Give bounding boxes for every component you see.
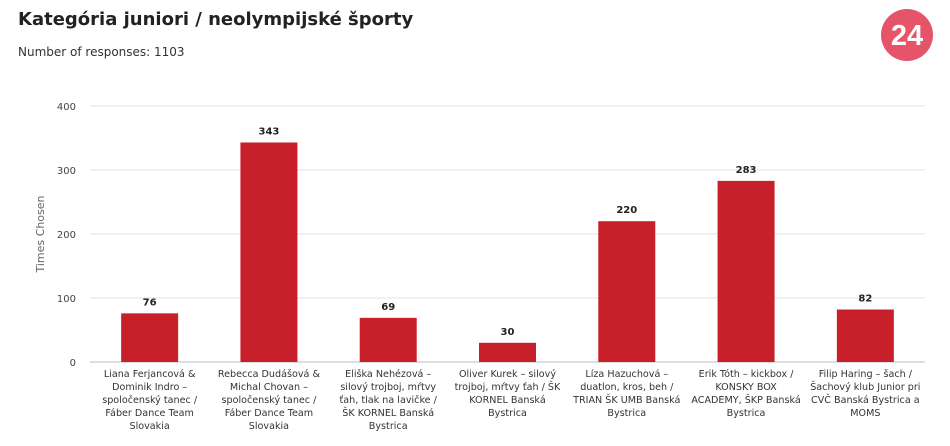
data-label: 283 <box>736 165 757 176</box>
y-axis-label: Times Chosen <box>34 195 47 273</box>
data-labels: 76 343 69 30 220 283 82 <box>143 126 873 337</box>
x-tick-label: Erik Tóth – kickbox / KONSKY BOX ACADEMY… <box>691 369 801 419</box>
data-label: 82 <box>858 294 872 305</box>
logo-text: 24 <box>891 20 923 52</box>
data-label: 69 <box>381 302 395 313</box>
bar[interactable] <box>121 313 179 362</box>
y-tick-label: 100 <box>57 294 76 305</box>
bar[interactable] <box>717 180 775 362</box>
x-tick-label: Liana Ferjancová & Dominik Indro – spolo… <box>102 369 198 432</box>
bar[interactable] <box>598 221 656 362</box>
data-label: 30 <box>501 327 515 338</box>
data-label: 343 <box>258 126 279 137</box>
response-count: Number of responses: 1103 <box>18 45 185 59</box>
data-label: 76 <box>143 297 157 308</box>
bar[interactable] <box>479 342 536 362</box>
bar[interactable] <box>359 317 417 362</box>
y-tick-label: 0 <box>70 358 76 369</box>
y-tick-label: 200 <box>57 230 76 241</box>
x-tick-label: Líza Hazuchová – duatlon, kros, beh / TR… <box>573 369 681 419</box>
bar[interactable] <box>836 309 894 362</box>
data-label: 220 <box>616 205 637 216</box>
chart-title: Kategória juniori / neolympijské športy <box>18 9 414 30</box>
x-tick-label: Oliver Kurek – silový trojboj, mŕtvy ťah… <box>454 369 561 419</box>
x-tick-label: Rebecca Dudášová & Michal Chovan – spolo… <box>217 369 320 432</box>
brand-logo[interactable]: 24 <box>881 9 933 61</box>
x-tick-label: Eliška Nehézová – silový trojboj, mŕtvy … <box>339 369 437 432</box>
bars <box>121 142 894 362</box>
logo-circle <box>881 9 933 61</box>
y-tick-label: 400 <box>57 102 76 113</box>
y-axis: 0 100 200 300 400 <box>57 102 76 369</box>
grid-lines <box>90 105 925 363</box>
y-tick-label: 300 <box>57 166 76 177</box>
x-tick-label: Filip Haring – šach / Šachový klub Junio… <box>810 369 921 419</box>
bar[interactable] <box>240 142 298 362</box>
